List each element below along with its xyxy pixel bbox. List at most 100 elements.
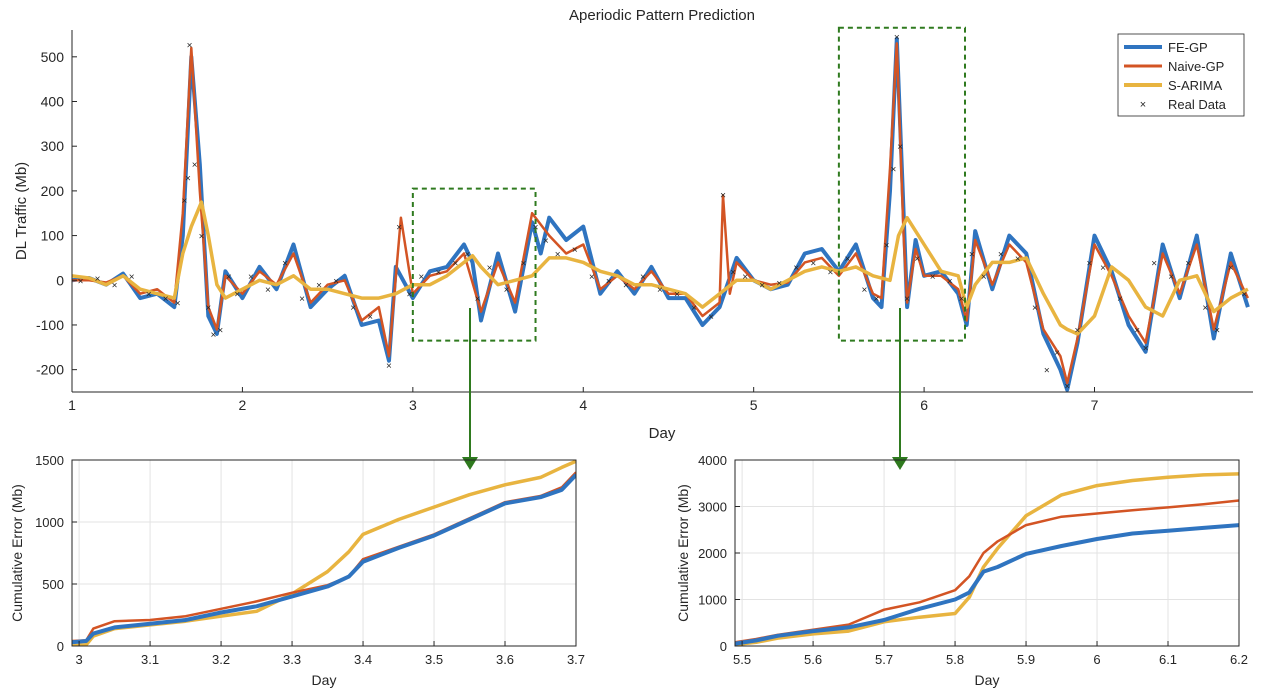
legend-label-naive-gp: Naive-GP — [1168, 59, 1224, 74]
real-data-point: × — [1075, 325, 1081, 336]
zoom-left-x-tick-label: 3 — [75, 652, 82, 667]
real-data-point: × — [708, 312, 714, 323]
zoom-right-y-tick-label: 3000 — [698, 500, 727, 515]
real-data-point: × — [623, 281, 629, 292]
real-data-point: × — [333, 276, 339, 287]
real-data-point: × — [163, 294, 169, 305]
zoom-left-y-ticks: 0 500 1000 1500 — [35, 453, 77, 654]
zoom-right-y-tick-label: 2000 — [698, 546, 727, 561]
zoom-right-x-tick-label: 6.1 — [1159, 652, 1177, 667]
main-x-tick-label: 7 — [1091, 397, 1099, 413]
real-data-point: × — [844, 254, 850, 265]
real-data-point: × — [435, 267, 441, 278]
real-data-point: × — [192, 160, 198, 171]
real-data-point: × — [674, 290, 680, 301]
arrow-right-head — [892, 457, 908, 470]
zoom-left-series-fe-gp — [72, 473, 576, 645]
real-data-point: × — [1044, 366, 1050, 377]
main-chart-title: Aperiodic Pattern Prediction — [569, 7, 755, 24]
zoom-right-x-tick-label: 6 — [1093, 652, 1100, 667]
real-data-point: × — [1185, 258, 1191, 269]
main-x-tick-label: 5 — [750, 397, 758, 413]
real-data-point: × — [146, 290, 152, 301]
real-data-point: × — [487, 263, 493, 274]
real-data-point: × — [299, 294, 305, 305]
main-y-ticks: -200 -100 0 100 200 300 400 500 — [36, 49, 77, 378]
main-y-tick-label: 200 — [41, 183, 65, 199]
real-data-point: × — [589, 272, 595, 283]
real-data-point: × — [1134, 325, 1140, 336]
main-x-tick-label: 4 — [579, 397, 587, 413]
zoom-arrows — [462, 308, 908, 470]
real-data-point: × — [265, 285, 271, 296]
zoom-left-x-tick-label: 3.2 — [212, 652, 230, 667]
zoom-right-y-ticks: 0 1000 2000 3000 4000 — [698, 453, 740, 654]
real-data-point: × — [691, 303, 697, 314]
main-y-tick-label: 500 — [41, 49, 65, 65]
zoom-right-y-label: Cumulative Error (Mb) — [675, 484, 691, 622]
real-data-point: × — [175, 299, 181, 310]
real-data-point: × — [827, 267, 833, 278]
real-data-point: × — [1242, 290, 1248, 301]
zoom-right-x-tick-label: 5.5 — [733, 652, 751, 667]
real-data-point: × — [914, 254, 920, 265]
zoom-right-series-s-arima — [735, 472, 1239, 646]
real-data-point: × — [1151, 258, 1157, 269]
zoom-left-series-group — [72, 460, 576, 646]
real-data-point: × — [873, 294, 879, 305]
main-x-ticks: 1 2 3 4 5 6 7 — [68, 387, 1099, 413]
real-data-point: × — [407, 290, 413, 301]
zoom-left-x-tick-label: 3.6 — [496, 652, 514, 667]
main-series-group — [72, 36, 1250, 392]
real-data-point: × — [759, 281, 765, 292]
zoom-left-x-tick-label: 3.4 — [354, 652, 372, 667]
main-chart: Aperiodic Pattern Prediction × ×××× × ×××××… — [13, 7, 1253, 442]
zoom-left-x-tick-label: 3.7 — [567, 652, 585, 667]
legend-label-fe-gp: FE-GP — [1168, 40, 1208, 55]
real-data-point: × — [367, 312, 373, 323]
main-y-label: DL Traffic (Mb) — [13, 162, 30, 260]
real-data-point: × — [572, 245, 578, 256]
main-y-tick-label: -200 — [36, 362, 64, 378]
real-data-point: × — [182, 196, 188, 207]
real-data-point: × — [504, 285, 510, 296]
real-data-point: × — [521, 258, 527, 269]
real-data-point: × — [897, 142, 903, 153]
zoom-left-x-tick-label: 3.3 — [283, 652, 301, 667]
real-data-point: × — [217, 325, 223, 336]
legend: FE-GP Naive-GP S-ARIMA × Real Data — [1117, 33, 1245, 117]
real-data-point: × — [998, 249, 1004, 260]
real-data-point: × — [657, 285, 663, 296]
real-data-point: × — [464, 249, 470, 260]
zoom-right-y-tick-label: 1000 — [698, 593, 727, 608]
real-data-point: × — [543, 236, 549, 247]
main-series-naive-gp — [72, 42, 1250, 385]
real-data-point: × — [187, 41, 193, 52]
real-data-point: × — [185, 173, 191, 184]
zoom-left-x-tick-label: 3.1 — [141, 652, 159, 667]
real-data-point: × — [810, 258, 816, 269]
real-data-point: × — [282, 258, 288, 269]
legend-label-s-arima: S-ARIMA — [1168, 78, 1223, 93]
real-data-point: × — [453, 258, 459, 269]
real-data-point: × — [95, 274, 101, 285]
main-x-tick-label: 3 — [409, 397, 417, 413]
zoom-right-x-tick-label: 5.9 — [1017, 652, 1035, 667]
real-data-point: × — [112, 281, 118, 292]
real-data-point: × — [640, 272, 646, 283]
main-x-tick-label: 6 — [920, 397, 928, 413]
real-data-point: × — [959, 294, 965, 305]
zoom-right-x-tick-label: 6.2 — [1230, 652, 1248, 667]
zoom-left-y-tick-label: 1500 — [35, 453, 64, 468]
real-data-point: × — [890, 165, 896, 176]
real-data-point: × — [904, 294, 910, 305]
zoom-left-frame — [71, 459, 577, 647]
real-data-point: × — [248, 272, 254, 283]
real-data-point: × — [884, 241, 890, 252]
real-data-point: × — [1168, 272, 1174, 283]
real-data-point: × — [226, 272, 232, 283]
zoom-right-x-tick-label: 5.6 — [804, 652, 822, 667]
main-real-data-group: × × × × × × × × × × × × × × × × × × × × × × × × × × × × × × × × × × × × × × × ×… — [78, 33, 1248, 392]
real-data-point: × — [396, 223, 402, 234]
